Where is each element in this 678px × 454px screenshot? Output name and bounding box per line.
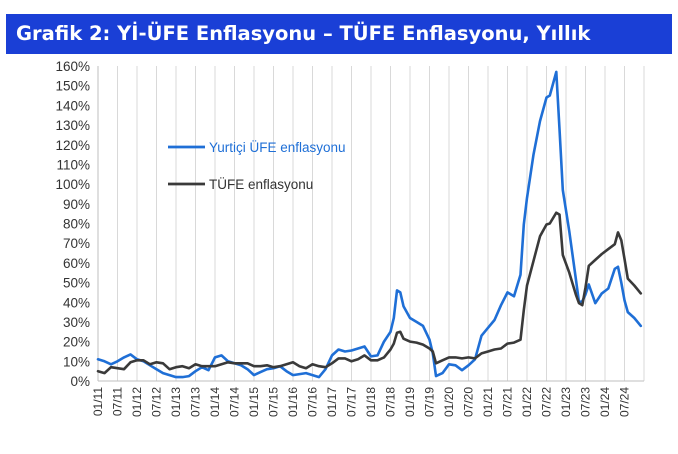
x-tick-label: 01/14 xyxy=(208,387,222,417)
chart-title: Grafik 2: Yİ-ÜFE Enflasyonu – TÜFE Enfla… xyxy=(6,14,672,54)
x-tick-label: 07/16 xyxy=(306,387,320,417)
y-tick-label: 150% xyxy=(55,79,90,94)
x-tick-label: 01/17 xyxy=(325,387,339,417)
y-tick-label: 120% xyxy=(55,138,90,153)
x-tick-label: 07/13 xyxy=(189,387,203,417)
y-tick-label: 40% xyxy=(63,295,90,310)
y-tick-label: 160% xyxy=(55,59,90,74)
x-axis: 01/11 07/11 01/12 07/12 01/13 07/13 01/14 07/14… xyxy=(91,380,644,417)
y-axis: 0% 10% 20% 30% 40% 50% 60% 70% 80% 90% 100% 110% 120… xyxy=(55,59,99,389)
x-tick-label: 07/23 xyxy=(579,387,593,417)
legend: Yurtiçi ÜFE enflasyonu TÜFE enflasyonu xyxy=(168,140,346,192)
series-lines xyxy=(96,70,643,379)
x-tick-label: 01/24 xyxy=(598,387,612,417)
x-tick-label: 01/22 xyxy=(520,387,534,417)
x-tick-label: 01/13 xyxy=(169,387,183,417)
legend-label: TÜFE enflasyonu xyxy=(209,177,313,192)
x-tick-label: 01/21 xyxy=(481,387,495,417)
x-tick-label: 07/22 xyxy=(540,387,554,417)
y-tick-label: 0% xyxy=(70,374,90,389)
x-tick-label: 01/19 xyxy=(403,387,417,417)
x-tick-label: 07/18 xyxy=(384,387,398,417)
x-tick-label: 01/15 xyxy=(247,387,261,417)
x-tick-label: 07/12 xyxy=(150,387,164,417)
x-tick-label: 01/20 xyxy=(442,387,456,417)
y-tick-label: 90% xyxy=(63,197,90,212)
x-tick-label: 07/15 xyxy=(267,387,281,417)
x-tick-label: 01/18 xyxy=(364,387,378,417)
y-tick-label: 70% xyxy=(63,236,90,251)
x-tick-label: 07/17 xyxy=(345,387,359,417)
x-tick-label: 07/19 xyxy=(423,387,437,417)
y-tick-label: 110% xyxy=(56,157,90,172)
x-tick-label: 07/20 xyxy=(462,387,476,417)
x-tick-label: 07/14 xyxy=(228,387,242,417)
y-tick-label: 50% xyxy=(63,276,90,291)
x-tick-label: 07/21 xyxy=(501,387,515,417)
y-tick-label: 130% xyxy=(55,118,90,133)
y-tick-label: 80% xyxy=(63,217,90,232)
series-line-ufe xyxy=(96,70,643,379)
series-line-tufe xyxy=(96,211,643,375)
vertical-gridlines xyxy=(97,66,645,381)
x-tick-label: 01/16 xyxy=(286,387,300,417)
y-tick-label: 10% xyxy=(63,354,90,369)
y-tick-label: 140% xyxy=(55,98,90,113)
y-tick-label: 30% xyxy=(63,315,90,330)
y-tick-label: 100% xyxy=(55,177,90,192)
x-tick-label: 07/11 xyxy=(111,387,125,416)
legend-label: Yurtiçi ÜFE enflasyonu xyxy=(209,140,346,155)
y-tick-label: 20% xyxy=(63,335,90,350)
x-tick-label: 07/24 xyxy=(618,387,632,417)
y-tick-label: 60% xyxy=(63,256,90,271)
x-tick-label: 01/23 xyxy=(559,387,573,417)
x-tick-label: 01/11 xyxy=(91,387,105,416)
x-tick-label: 01/12 xyxy=(130,387,144,417)
